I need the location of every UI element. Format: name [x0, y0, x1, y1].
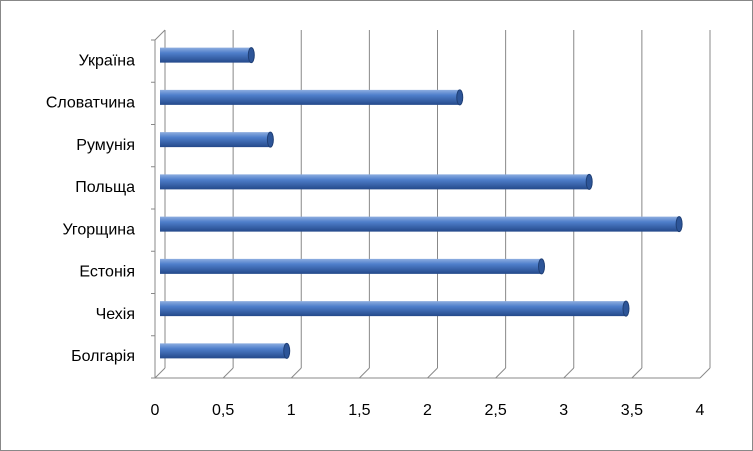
x-tick-label: 3,5	[621, 402, 643, 419]
grid-floor-line	[631, 367, 643, 379]
y-tick-label: Естонія	[79, 264, 135, 281]
x-tick-label: 0	[151, 402, 160, 419]
x-tick-label: 1,5	[348, 402, 370, 419]
bar-cap	[266, 131, 274, 148]
grid-floor-line	[222, 367, 234, 379]
x-tick-label: 1	[287, 402, 296, 419]
grid-floor-line	[359, 367, 370, 379]
bar	[160, 216, 680, 232]
bar-cap	[247, 47, 255, 64]
y-axis-back	[154, 29, 166, 41]
grid-floor-line	[427, 367, 438, 379]
grid-floor-line	[154, 367, 166, 379]
grid-floor-line	[563, 367, 575, 379]
bar-cap	[675, 216, 683, 233]
x-tick-label: 2,5	[485, 402, 507, 419]
y-tick-label: Угорщина	[62, 221, 135, 238]
bar	[160, 343, 287, 359]
bar-cap	[283, 342, 291, 359]
bar	[160, 89, 460, 105]
bar	[160, 132, 271, 148]
bar-cap	[456, 89, 464, 106]
x-tick-label: 2	[423, 402, 432, 419]
x-tick-label: 4	[696, 402, 705, 419]
y-tick-label: Болгарія	[71, 348, 135, 365]
y-tick-label: Румунія	[76, 137, 135, 154]
bar-cap	[538, 258, 545, 275]
x-tick-label: 3	[559, 402, 568, 419]
bar	[160, 174, 590, 190]
y-tick-label: Польща	[75, 179, 135, 196]
bar	[160, 47, 252, 63]
y-tick-label: Україна	[79, 52, 136, 69]
x-tick-label: 0,5	[212, 402, 234, 419]
grid-floor-line	[290, 367, 302, 379]
bar	[160, 301, 626, 317]
bar	[160, 258, 542, 274]
grid-floor-line	[699, 367, 711, 379]
grid-floor-line	[495, 367, 506, 379]
y-tick-label: Словатчина	[46, 95, 135, 112]
bar-cap	[585, 173, 593, 190]
bar-cap	[622, 300, 630, 317]
y-tick-label: Чехія	[96, 306, 135, 323]
